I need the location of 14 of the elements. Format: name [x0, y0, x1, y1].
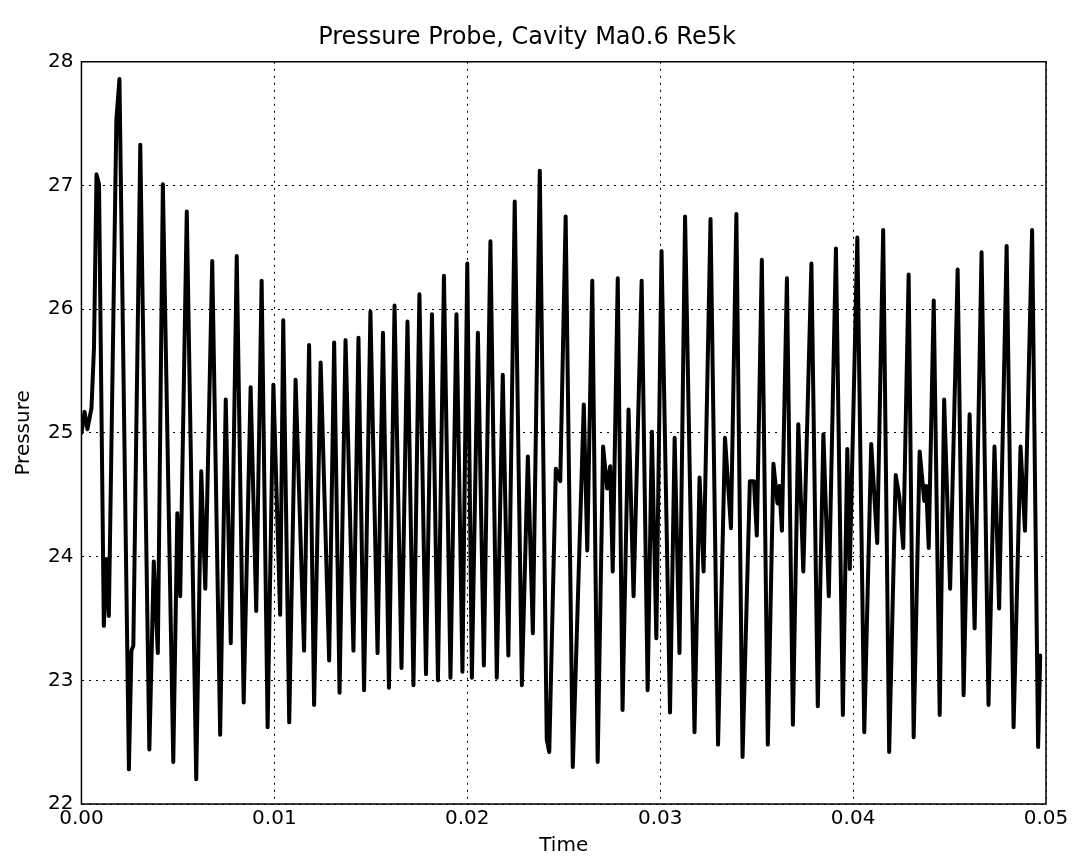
x-tick-label: 0.05 [1023, 805, 1069, 830]
x-tick-label: 0.02 [445, 805, 490, 830]
y-tick-label: 26 [48, 295, 74, 320]
y-tick-label: 23 [48, 666, 74, 691]
y-tick-label: 28 [48, 48, 74, 72]
y-tick-label: 25 [48, 419, 74, 444]
y-tick-label: 27 [48, 171, 74, 196]
x-tick-label: 0.01 [252, 805, 297, 830]
x-axis-title: Time [538, 832, 589, 857]
chart-title: Pressure Probe, Cavity Ma0.6 Re5k [318, 21, 736, 50]
y-axis-title: Pressure [10, 390, 35, 476]
x-tick-label: 0.03 [637, 805, 683, 830]
y-tick-label: 24 [48, 542, 74, 567]
x-tick-label: 0.04 [830, 805, 876, 830]
